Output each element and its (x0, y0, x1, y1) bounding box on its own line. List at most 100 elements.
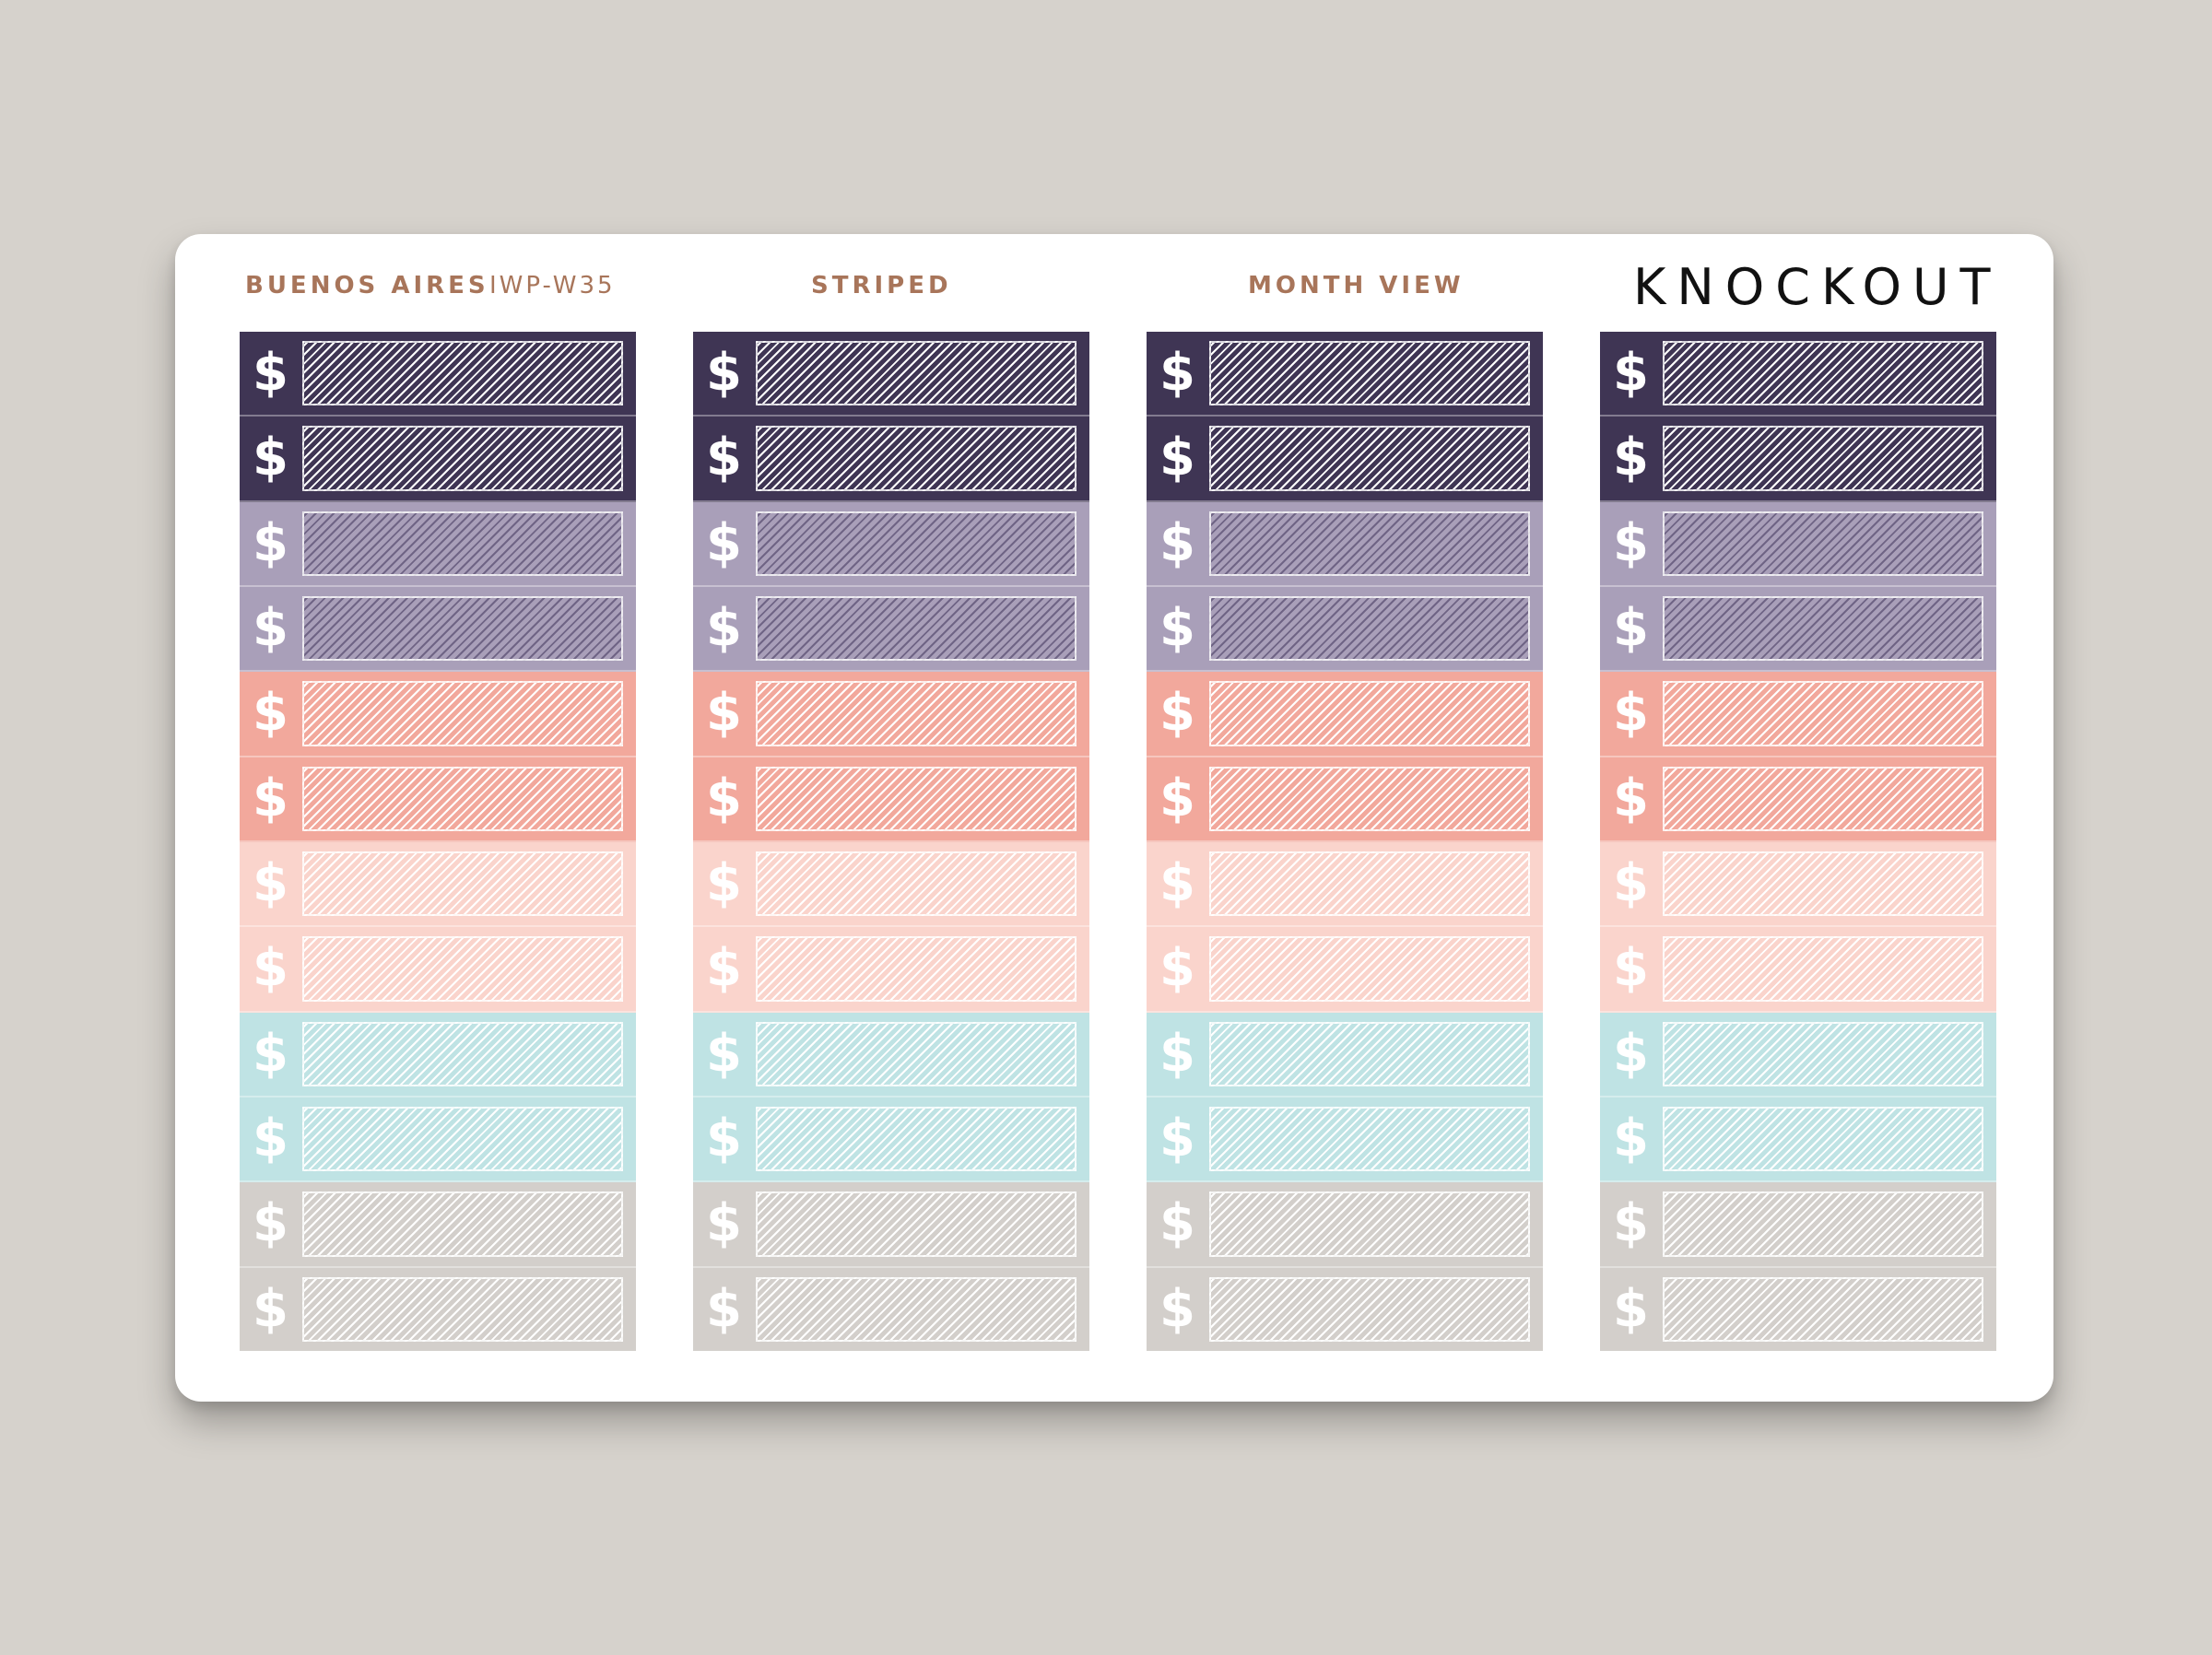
money-sticker: $ (693, 1097, 1089, 1183)
dollar-icon: $ (253, 938, 288, 999)
money-sticker: $ (240, 841, 636, 928)
money-sticker: $ (1147, 757, 1543, 842)
striped-write-area (756, 1021, 1077, 1086)
money-sticker: $ (1147, 417, 1543, 502)
money-sticker: $ (1147, 1097, 1543, 1183)
striped-write-area (1663, 936, 1983, 1002)
money-sticker: $ (1600, 1182, 1996, 1268)
dollar-icon: $ (1613, 343, 1649, 404)
striped-write-area (1209, 1276, 1530, 1342)
dollar-icon: $ (1159, 683, 1195, 744)
sticker-column: $ $ $ $ $ $ $ $ $ $ $ $ (1600, 332, 1996, 1351)
striped-write-area (756, 936, 1077, 1002)
money-sticker: $ (240, 501, 636, 587)
dollar-icon: $ (1159, 598, 1195, 659)
dollar-icon: $ (1159, 343, 1195, 404)
striped-write-area (756, 595, 1077, 662)
dollar-icon: $ (253, 512, 288, 573)
dollar-icon: $ (1159, 428, 1195, 488)
striped-write-area (756, 766, 1077, 831)
dollar-icon: $ (1613, 683, 1649, 744)
money-sticker: $ (1600, 501, 1996, 587)
money-sticker: $ (1147, 332, 1543, 417)
striped-write-area (1209, 766, 1530, 831)
dollar-icon: $ (1159, 1278, 1195, 1339)
money-sticker: $ (693, 1267, 1089, 1351)
dollar-icon: $ (253, 343, 288, 404)
striped-write-area (1663, 595, 1983, 662)
striped-write-area (1209, 1106, 1530, 1172)
striped-write-area (756, 1276, 1077, 1342)
striped-write-area (756, 681, 1077, 746)
money-sticker: $ (240, 927, 636, 1013)
money-sticker: $ (1600, 927, 1996, 1013)
dollar-icon: $ (706, 512, 742, 573)
dollar-icon: $ (1613, 768, 1649, 828)
money-sticker: $ (1147, 1182, 1543, 1268)
striped-write-area (756, 1106, 1077, 1172)
dollar-icon: $ (1159, 1023, 1195, 1084)
dollar-icon: $ (253, 1278, 288, 1339)
money-sticker: $ (240, 757, 636, 842)
dollar-icon: $ (1613, 1278, 1649, 1339)
dollar-icon: $ (1613, 598, 1649, 659)
money-sticker: $ (693, 841, 1089, 928)
view-label: MONTH VIEW (1248, 272, 1465, 299)
dollar-icon: $ (706, 598, 742, 659)
striped-write-area (1663, 1276, 1983, 1342)
money-sticker: $ (693, 332, 1089, 417)
dollar-icon: $ (1159, 853, 1195, 914)
money-sticker: $ (1600, 757, 1996, 842)
striped-write-area (1663, 1191, 1983, 1257)
striped-write-area (756, 341, 1077, 406)
striped-write-area (756, 426, 1077, 491)
money-sticker: $ (693, 672, 1089, 757)
money-sticker: $ (240, 1012, 636, 1097)
striped-write-area (1209, 1021, 1530, 1086)
money-sticker: $ (1600, 672, 1996, 757)
striped-write-area (302, 1021, 623, 1086)
money-sticker: $ (693, 757, 1089, 842)
dollar-icon: $ (1613, 1193, 1649, 1254)
striped-write-area (756, 1191, 1077, 1257)
striped-write-area (1663, 511, 1983, 576)
striped-write-area (756, 851, 1077, 917)
striped-write-area (1663, 766, 1983, 831)
striped-write-area (302, 681, 623, 746)
striped-write-area (1209, 936, 1530, 1002)
dollar-icon: $ (1159, 512, 1195, 573)
money-sticker: $ (1600, 417, 1996, 502)
style-label: STRIPED (811, 272, 952, 299)
dollar-icon: $ (1613, 853, 1649, 914)
money-sticker: $ (1600, 1267, 1996, 1351)
striped-write-area (1209, 426, 1530, 491)
dollar-icon: $ (706, 1023, 742, 1084)
sticker-column: $ $ $ $ $ $ $ $ $ $ $ $ (693, 332, 1089, 1351)
striped-write-area (1209, 511, 1530, 576)
dollar-icon: $ (706, 768, 742, 828)
striped-write-area (1663, 851, 1983, 917)
money-sticker: $ (693, 927, 1089, 1013)
striped-write-area (302, 1276, 623, 1342)
dollar-icon: $ (1613, 428, 1649, 488)
dollar-icon: $ (706, 853, 742, 914)
money-sticker: $ (1147, 927, 1543, 1013)
money-sticker: $ (1600, 1012, 1996, 1097)
dollar-icon: $ (253, 428, 288, 488)
dollar-icon: $ (706, 683, 742, 744)
money-sticker: $ (1147, 672, 1543, 757)
theme-label: BUENOS AIRES (245, 272, 489, 299)
striped-write-area (302, 1191, 623, 1257)
money-sticker: $ (1147, 501, 1543, 587)
striped-write-area (1663, 341, 1983, 406)
money-sticker: $ (240, 417, 636, 502)
money-sticker: $ (1147, 586, 1543, 673)
striped-write-area (1209, 341, 1530, 406)
dollar-icon: $ (706, 343, 742, 404)
striped-write-area (1209, 851, 1530, 917)
money-sticker: $ (1600, 841, 1996, 928)
striped-write-area (302, 426, 623, 491)
dollar-icon: $ (1613, 1109, 1649, 1169)
dollar-icon: $ (1159, 1193, 1195, 1254)
money-sticker: $ (240, 332, 636, 417)
